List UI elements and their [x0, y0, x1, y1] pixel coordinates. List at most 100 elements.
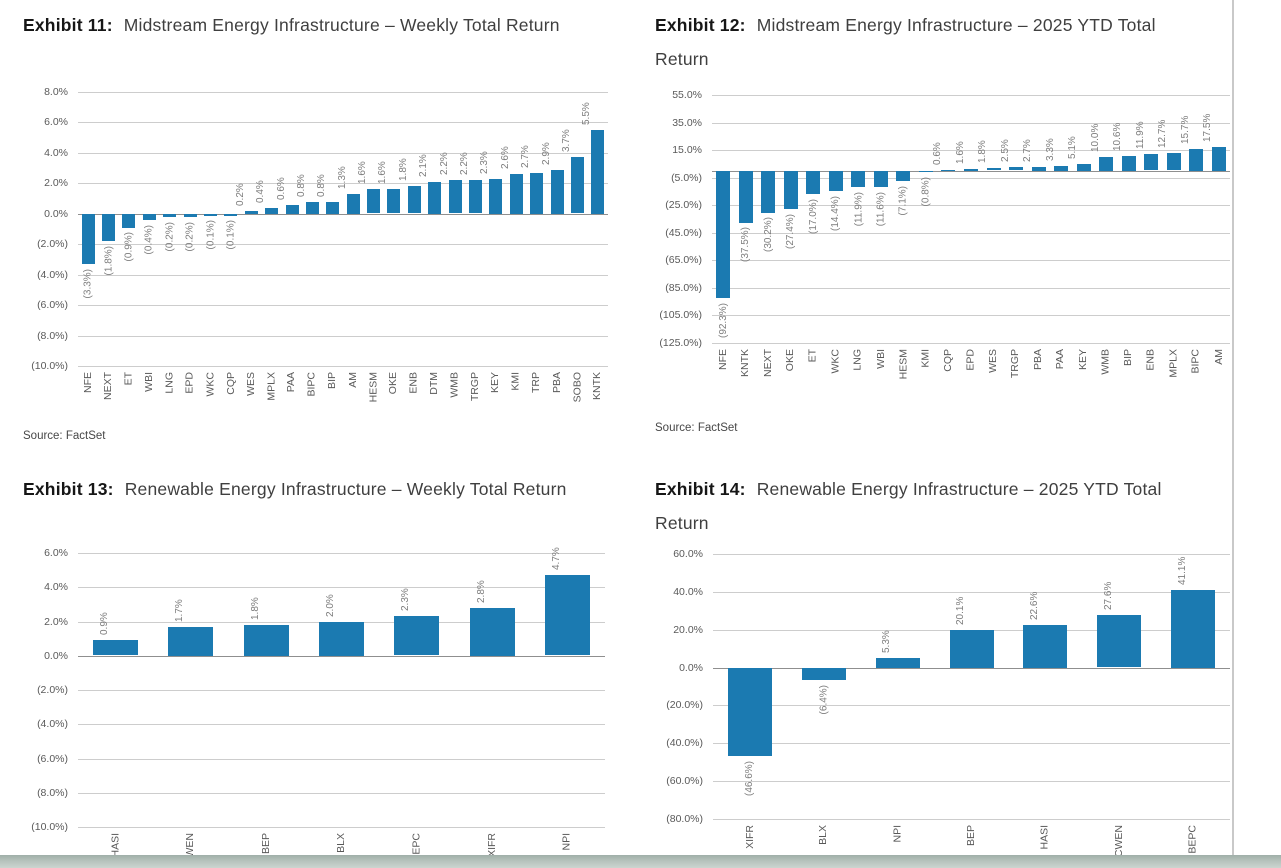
y-tick-label: 35.0%	[672, 117, 702, 129]
exhibit-11-label: Exhibit 11:	[23, 15, 113, 35]
x-tick-label: LNG	[851, 349, 864, 371]
y-tick-label: 2.0%	[44, 616, 68, 628]
zero-axis-line	[712, 171, 1230, 172]
gridline	[713, 781, 1230, 782]
x-tick-label: TRP	[530, 372, 543, 393]
y-tick-label: 2.0%	[44, 177, 68, 189]
x-tick-label: KEY	[489, 372, 502, 394]
gridline	[712, 178, 1230, 179]
gridline	[713, 554, 1230, 555]
x-tick-label: BLX	[335, 833, 347, 853]
bar-value-label: 0.6%	[275, 176, 287, 200]
x-tick-label: WKC	[204, 372, 216, 397]
y-tick-label: (20.0%)	[666, 699, 703, 711]
bar	[510, 174, 523, 215]
x-tick-label: DTM	[428, 372, 441, 395]
gridline	[78, 793, 605, 794]
gridline	[78, 690, 605, 691]
x-tick-label: HASI	[109, 833, 122, 858]
x-tick-label: NPI	[560, 833, 573, 851]
x-tick-label: EPD	[964, 349, 977, 371]
y-tick-label: 4.0%	[44, 581, 68, 593]
bar	[306, 201, 319, 214]
gridline	[78, 305, 608, 306]
gridline	[713, 592, 1230, 593]
bar	[286, 204, 299, 214]
bar-value-label: (0.8%)	[920, 176, 932, 207]
bar-value-label: (7.1%)	[897, 185, 909, 215]
y-tick-label: (8.0%)	[37, 787, 68, 799]
bar-value-label: 27.6%	[1102, 581, 1114, 611]
y-tick-label: 55.0%	[672, 89, 702, 101]
bar	[347, 193, 360, 214]
bar-value-label: 2.0%	[325, 593, 336, 617]
x-tick-label: TRGP	[1009, 349, 1022, 379]
bar	[394, 616, 439, 656]
bar-value-label: 4.7%	[550, 547, 562, 571]
bar	[1167, 153, 1181, 171]
x-tick-label: PBA	[550, 372, 563, 394]
bar	[1122, 156, 1136, 172]
bar	[987, 168, 1001, 171]
x-tick-label: BLX	[817, 825, 830, 845]
x-tick-label: AM	[1212, 349, 1225, 365]
bar-value-label: 2.3%	[400, 588, 412, 612]
y-tick-label: (85.0%)	[665, 282, 702, 294]
y-tick-label: (105.0%)	[659, 309, 702, 321]
bar	[387, 189, 400, 214]
bar	[571, 157, 584, 214]
x-tick-label: EPD	[183, 372, 196, 394]
bar-value-label: 0.9%	[99, 612, 111, 636]
bar	[408, 186, 421, 214]
bar	[449, 180, 462, 214]
x-tick-label: HASI	[1038, 825, 1051, 850]
y-tick-label: (5.0%)	[671, 172, 702, 184]
x-tick-label: ENB	[407, 372, 420, 394]
bar	[1171, 589, 1215, 668]
bar-value-label: (1.8%)	[103, 246, 115, 276]
gridline	[712, 288, 1230, 289]
exhibit-12-chart: 55.0% 35.0% 15.0% (5.0%) (25.0%) (45.0%) (65.0…	[659, 89, 1230, 379]
bar-value-label: 2.5%	[999, 139, 1011, 163]
gridline	[712, 260, 1230, 261]
gridline	[712, 205, 1230, 206]
bar-value-label: (37.5%)	[740, 227, 752, 263]
x-tick-label: NFE	[716, 349, 729, 370]
bar-value-label: 1.7%	[174, 598, 186, 622]
bar	[1032, 167, 1046, 172]
bar-value-label: (92.3%)	[717, 302, 729, 338]
bar-value-label: 15.7%	[1179, 115, 1191, 145]
y-tick-label: 6.0%	[44, 116, 68, 128]
x-tick-label: WMB	[1099, 349, 1112, 375]
bar	[739, 170, 753, 223]
gridline	[712, 95, 1230, 96]
x-tick-label: WES	[987, 349, 1000, 373]
gridline	[712, 343, 1230, 344]
exhibit-11-chart: 8.0% 6.0% 4.0% 2.0% 0.0% (2.0%) (4.0%) (6.0%) (8…	[31, 86, 608, 402]
y-tick-label: (2.0%)	[37, 684, 68, 696]
bar	[1077, 163, 1091, 171]
bar-value-label: 41.1%	[1176, 556, 1188, 585]
bar	[1099, 157, 1113, 171]
bar-value-label: 2.9%	[540, 141, 552, 165]
bar	[184, 213, 197, 217]
y-tick-label: (25.0%)	[665, 199, 702, 211]
exhibit-12-source: Source: FactSet	[655, 422, 738, 434]
bar	[1097, 615, 1141, 668]
bar-value-label: 0.8%	[295, 173, 307, 197]
bar-value-label: 0.6%	[931, 142, 943, 165]
bar	[784, 170, 798, 209]
gridline	[713, 705, 1230, 706]
zero-axis-line	[78, 656, 605, 657]
y-tick-label: (2.0%)	[37, 238, 68, 250]
x-tick-label: ENB	[1144, 349, 1157, 371]
bar	[806, 170, 820, 194]
bar	[367, 189, 380, 214]
exhibit-12-label: Exhibit 12:	[655, 15, 746, 35]
y-tick-label: (10.0%)	[31, 360, 68, 372]
x-tick-label: CQP	[224, 372, 237, 395]
exhibit-14-chart: 60.0% 40.0% 20.0% 0.0% (20.0%) (40.0%) (60.0%)…	[666, 548, 1230, 857]
gridline	[78, 244, 608, 245]
gridline	[78, 92, 608, 93]
